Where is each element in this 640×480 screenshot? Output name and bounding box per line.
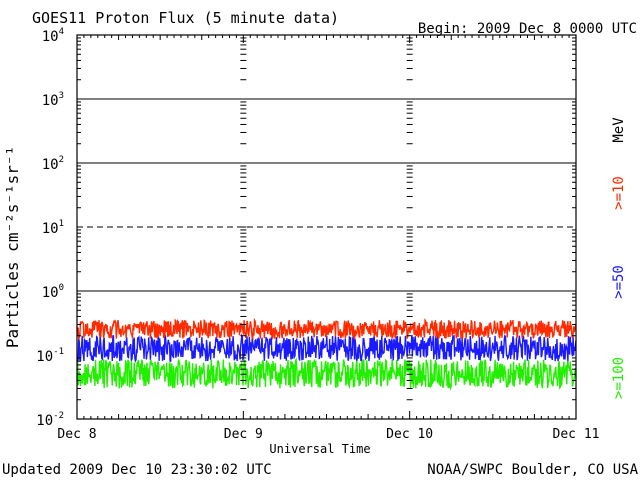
legend: MeV >=10 >=50 >=100 — [611, 117, 627, 399]
y-tick-label: 100 — [42, 283, 64, 301]
plot-area — [76, 34, 577, 420]
series-line-ge10 — [76, 317, 577, 341]
series-line-ge100 — [76, 357, 577, 391]
x-tick-label: Dec 8 — [57, 427, 96, 442]
footer-updated: Updated 2009 Dec 10 23:30:02 UTC — [2, 462, 272, 478]
x-tick-label: Dec 10 — [386, 427, 433, 442]
series-line-ge50 — [76, 333, 577, 363]
legend-unit-label: MeV — [611, 117, 627, 143]
legend-label-ge50: >=50 — [611, 265, 627, 299]
y-tick-label: 104 — [42, 27, 64, 45]
y-tick-label: 102 — [42, 155, 64, 173]
begin-label: Begin: 2009 Dec 8 0000 UTC — [418, 21, 637, 37]
y-tick-label: 10-1 — [36, 347, 64, 365]
x-tick-label: Dec 9 — [224, 427, 263, 442]
legend-label-ge100: >=100 — [611, 357, 627, 399]
chart-title: GOES11 Proton Flux (5 minute data) — [32, 9, 339, 27]
footer-source: NOAA/SWPC Boulder, CO USA — [427, 462, 638, 478]
y-tick-label: 101 — [42, 219, 64, 237]
y-tick-label: 103 — [42, 91, 64, 109]
x-axis-label: Universal Time — [269, 442, 370, 456]
x-tick-label: Dec 11 — [553, 427, 600, 442]
y-tick-label: 10-2 — [36, 411, 64, 429]
y-axis-label: Particles cm⁻²s⁻¹sr⁻¹ — [3, 146, 22, 348]
legend-label-ge10: >=10 — [611, 176, 627, 210]
